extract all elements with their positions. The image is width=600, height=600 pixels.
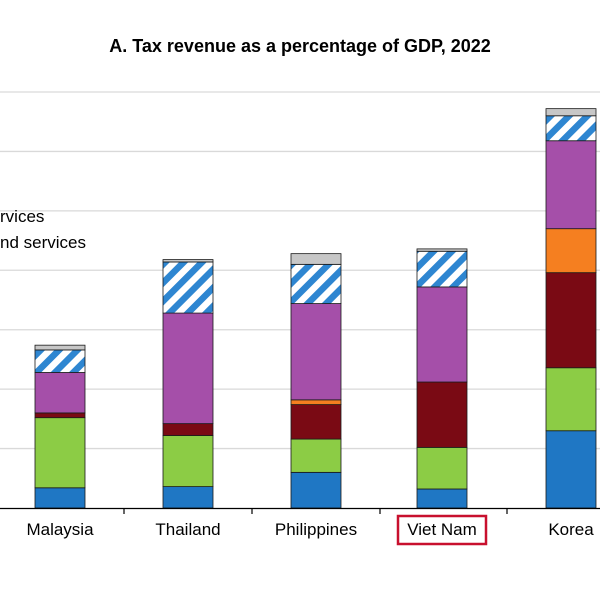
bar-stack-korea: [545, 108, 597, 509]
bar-segment: [290, 438, 342, 473]
bar-segment: [34, 487, 86, 509]
bar-segment: [290, 303, 342, 401]
bar-segment: [545, 272, 597, 369]
bar-segment: [162, 259, 214, 263]
category-label-korea: Korea: [548, 520, 594, 539]
bar-segment: [545, 115, 597, 142]
bar-stack-thailand: [162, 259, 214, 509]
bar-segment: [416, 488, 468, 509]
bar-segment: [162, 423, 214, 436]
chart-title: A. Tax revenue as a percentage of GDP, 2…: [109, 36, 491, 56]
category-label-viet-nam: Viet Nam: [407, 520, 477, 539]
bar-segment: [290, 263, 342, 304]
bar-segment: [545, 430, 597, 509]
category-label-philippines: Philippines: [275, 520, 357, 539]
bar-segment: [416, 381, 468, 448]
bar-segment: [162, 261, 214, 314]
bar-stack-philippines: [290, 253, 342, 509]
bar-segment: [290, 404, 342, 440]
category-labels: Malaysia Thailand Philippines Viet Nam Korea: [26, 514, 594, 546]
legend-entry-1: rvices: [0, 207, 44, 226]
bar-segment: [34, 417, 86, 489]
bar-segment: [162, 435, 214, 488]
bar-segment: [162, 312, 214, 425]
x-axis: [0, 507, 600, 514]
bar-segment: [290, 253, 342, 265]
bar-segment: [34, 412, 86, 419]
legend-entry-2: nd services: [0, 233, 86, 252]
bar-stack-malaysia: [34, 344, 86, 509]
bar-segment: [545, 367, 597, 432]
bar-segment: [290, 471, 342, 509]
bar-segment: [290, 399, 342, 405]
bar-segment: [416, 250, 468, 288]
bar-segment: [545, 108, 597, 117]
bar-segment: [416, 286, 468, 383]
bar-segment: [545, 140, 597, 230]
bar-segment: [545, 228, 597, 274]
bar-segment: [416, 248, 468, 252]
bar-segment: [34, 372, 86, 414]
bar-stacks: [34, 108, 597, 509]
bar-segment: [416, 446, 468, 490]
category-label-thailand: Thailand: [155, 520, 220, 539]
highlight-box: [396, 514, 488, 546]
bar-stack-viet-nam: [416, 248, 468, 509]
bar-segment: [34, 349, 86, 373]
bar-segment: [162, 486, 214, 509]
category-label-malaysia: Malaysia: [26, 520, 94, 539]
bar-segment: [34, 344, 86, 351]
